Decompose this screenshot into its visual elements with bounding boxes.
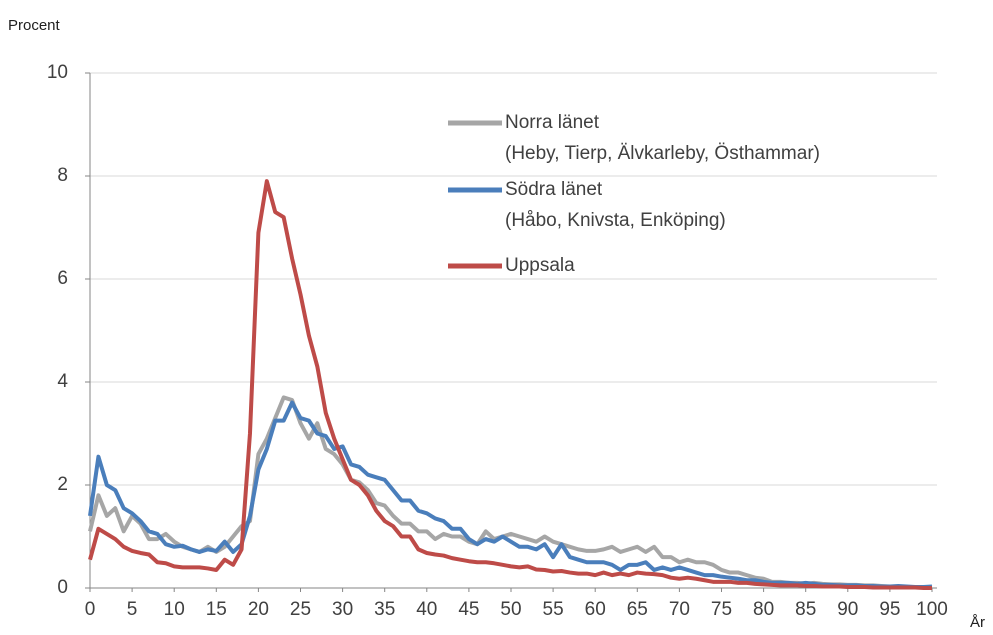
x-tick-label: 95 (879, 599, 900, 620)
x-tick-label: 5 (127, 599, 138, 620)
series-line (88, 179, 932, 590)
x-tick-label: 10 (164, 599, 185, 620)
x-tick-label: 90 (837, 599, 858, 620)
series-line (88, 400, 933, 589)
x-tick-label: 85 (795, 599, 816, 620)
legend-label: Södra länet (Håbo, Knivsta, Enköping) (505, 179, 726, 231)
y-tick-label: 0 (57, 577, 68, 598)
x-axis-label: År (970, 614, 985, 631)
legend-line: Uppsala (505, 255, 575, 276)
x-tick-label: 55 (543, 599, 564, 620)
y-tick-label: 2 (57, 474, 68, 495)
legend-line: (Håbo, Knivsta, Enköping) (505, 210, 726, 231)
x-tick-label: 50 (500, 599, 521, 620)
y-axis-label: Procent (8, 17, 61, 34)
x-tick-label: 15 (206, 599, 227, 620)
y-tick-label: 8 (57, 165, 68, 186)
x-tick-label: 30 (332, 599, 353, 620)
x-tick-label: 75 (711, 599, 732, 620)
x-tick-label: 80 (753, 599, 774, 620)
legend-line: Norra länet (505, 112, 600, 133)
y-tick-label: 4 (57, 371, 68, 392)
x-tick-label: 45 (458, 599, 479, 620)
x-tick-label: 20 (248, 599, 269, 620)
series-line (88, 395, 933, 590)
y-tick-label: 10 (47, 62, 68, 83)
legend-line: Södra länet (505, 179, 603, 200)
legend-label: Uppsala (505, 255, 575, 276)
x-tick-label: 25 (290, 599, 311, 620)
x-tick-label: 70 (669, 599, 690, 620)
legend-line: (Heby, Tierp, Älvkarleby, Östhammar) (505, 143, 820, 164)
x-tick-label: 0 (85, 599, 96, 620)
x-tick-label: 65 (627, 599, 648, 620)
y-tick-label: 6 (57, 268, 68, 289)
x-tick-label: 60 (585, 599, 606, 620)
x-tick-label: 100 (916, 599, 948, 620)
legend-label: Norra länet (Heby, Tierp, Älvkarleby, Öst… (505, 112, 820, 164)
x-tick-label: 35 (374, 599, 395, 620)
x-tick-label: 40 (416, 599, 437, 620)
